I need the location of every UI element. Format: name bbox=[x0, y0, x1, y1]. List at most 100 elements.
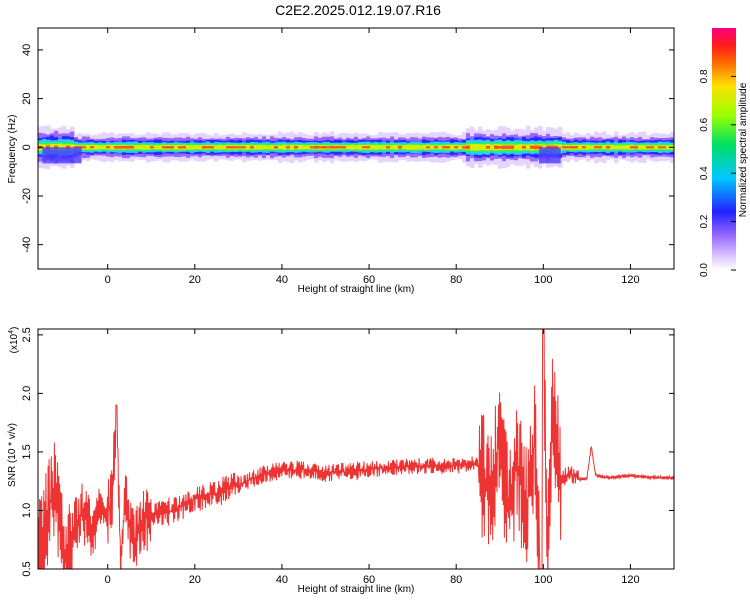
y-tick-label: 2.5 bbox=[21, 327, 33, 342]
heatmap-cell bbox=[382, 145, 387, 150]
heatmap-cell bbox=[638, 145, 643, 150]
snr-x-ticks: 0 20 40 60 80 100 120 bbox=[105, 329, 640, 586]
heatmap-cell bbox=[398, 146, 403, 149]
snr-x-axis-label: Height of straight line (km) bbox=[298, 584, 415, 595]
heatmap-cell bbox=[562, 146, 567, 149]
heatmap-cell bbox=[182, 146, 187, 149]
heatmap-cell bbox=[286, 146, 291, 149]
heatmap-cell bbox=[582, 146, 587, 149]
heatmap-cell bbox=[642, 145, 647, 150]
heatmap-cell bbox=[538, 147, 561, 164]
heatmap-cell bbox=[254, 145, 259, 150]
heatmap-cell bbox=[502, 145, 507, 150]
colorbar-tick-label: 0.0 bbox=[699, 263, 710, 277]
heatmap-cell bbox=[494, 145, 499, 150]
heatmap-cell bbox=[218, 144, 223, 150]
y-tick-label: -40 bbox=[21, 237, 33, 253]
heatmap-cell bbox=[234, 146, 239, 149]
snr-y-ticks: 0.5 1.0 1.5 2.0 2.5 bbox=[21, 327, 674, 577]
heatmap-cell bbox=[138, 145, 143, 150]
x-tick-label: 40 bbox=[276, 274, 288, 286]
y-tick-label: -20 bbox=[21, 188, 33, 204]
heatmap-cell bbox=[630, 146, 635, 149]
heatmap-cell bbox=[634, 146, 639, 149]
heatmap-cell bbox=[198, 145, 203, 150]
heatmap-cell bbox=[454, 146, 459, 149]
heatmap-cell bbox=[622, 145, 627, 150]
y-multiplier-base: (x10 bbox=[9, 333, 20, 353]
heatmap-cell bbox=[590, 145, 595, 150]
heatmap-cell bbox=[578, 144, 583, 150]
x-tick-label: 120 bbox=[621, 574, 639, 586]
heatmap-cell bbox=[318, 146, 323, 149]
svg-text:(x104): (x104) bbox=[8, 327, 20, 354]
heatmap-cell bbox=[522, 145, 527, 149]
heatmap-cell bbox=[266, 145, 271, 150]
heatmap-cell bbox=[134, 145, 139, 150]
snr-series-line bbox=[38, 329, 674, 569]
heatmap-cell bbox=[430, 145, 435, 150]
heatmap-cell bbox=[482, 144, 487, 151]
heatmap-cell bbox=[486, 145, 491, 149]
heatmap-cell bbox=[106, 146, 111, 149]
heatmap-cell bbox=[514, 144, 519, 150]
heatmap-cell bbox=[474, 143, 479, 151]
heatmap-cell bbox=[190, 145, 195, 150]
x-tick-label: 60 bbox=[363, 574, 375, 586]
heatmap-cell bbox=[202, 145, 207, 149]
colorbar-label: Normalized spectral amplitude bbox=[738, 82, 749, 217]
heatmap-cell bbox=[534, 145, 539, 150]
heatmap-cell bbox=[242, 146, 247, 149]
heatmap-cell bbox=[274, 146, 279, 149]
heatmap-cell bbox=[666, 145, 671, 150]
heatmap-cell bbox=[226, 146, 231, 149]
heatmap-cell bbox=[130, 145, 135, 149]
heatmap-cell bbox=[566, 146, 571, 149]
heatmap-cell bbox=[654, 145, 659, 150]
x-tick-label: 100 bbox=[534, 274, 552, 286]
heatmap-cell bbox=[366, 146, 371, 149]
heatmap-cell bbox=[574, 146, 579, 149]
heatmap-cell bbox=[470, 144, 475, 151]
heatmap-cell bbox=[166, 146, 171, 149]
colorbar-tick-label: 0.2 bbox=[699, 214, 710, 228]
y-tick-label: 20 bbox=[21, 92, 33, 104]
heatmap-cell bbox=[282, 144, 287, 150]
y-multiplier-exponent: 4 bbox=[8, 330, 15, 334]
heatmap-cell bbox=[194, 145, 199, 150]
heatmap-cell bbox=[530, 145, 535, 149]
x-tick-label: 80 bbox=[450, 574, 462, 586]
heatmap-cell bbox=[110, 144, 115, 150]
snr-y-multiplier: (x104) bbox=[8, 327, 20, 354]
heatmap-cell bbox=[510, 145, 515, 150]
heatmap-cell bbox=[650, 146, 655, 149]
heatmap-cell bbox=[442, 146, 447, 149]
heatmap-cell bbox=[594, 146, 599, 149]
heatmap-cell bbox=[338, 146, 343, 149]
heatmap-cell bbox=[210, 146, 215, 149]
heatmap-cell bbox=[626, 145, 631, 150]
heatmap-cell bbox=[598, 146, 603, 149]
heatmap-cell bbox=[394, 144, 399, 150]
heatmap-cell bbox=[410, 144, 415, 150]
x-tick-label: 20 bbox=[189, 574, 201, 586]
heatmap-cell bbox=[126, 145, 131, 149]
heatmap-cell bbox=[302, 145, 307, 150]
heatmap-cell bbox=[478, 144, 483, 151]
heatmap-cell bbox=[98, 145, 103, 150]
heatmap-cell bbox=[122, 146, 127, 149]
heatmap-cell bbox=[586, 144, 591, 150]
heatmap-cell bbox=[90, 146, 95, 149]
heatmap-cell bbox=[262, 145, 267, 150]
snr-panel: 0 20 40 60 80 100 120 0.5 1.0 1.5 2.0 2.5 Height o… bbox=[7, 327, 675, 595]
heatmap-cell bbox=[114, 146, 119, 149]
heatmap-cell bbox=[162, 146, 167, 149]
heatmap-cell bbox=[238, 146, 243, 149]
y-tick-label: 1.0 bbox=[21, 503, 33, 518]
heatmap-cell bbox=[378, 145, 383, 150]
heatmap-cell bbox=[186, 145, 191, 150]
y-tick-label: 40 bbox=[21, 44, 33, 56]
heatmap-cell bbox=[174, 145, 179, 150]
spectrogram-x-axis-label: Height of straight line (km) bbox=[298, 284, 415, 295]
